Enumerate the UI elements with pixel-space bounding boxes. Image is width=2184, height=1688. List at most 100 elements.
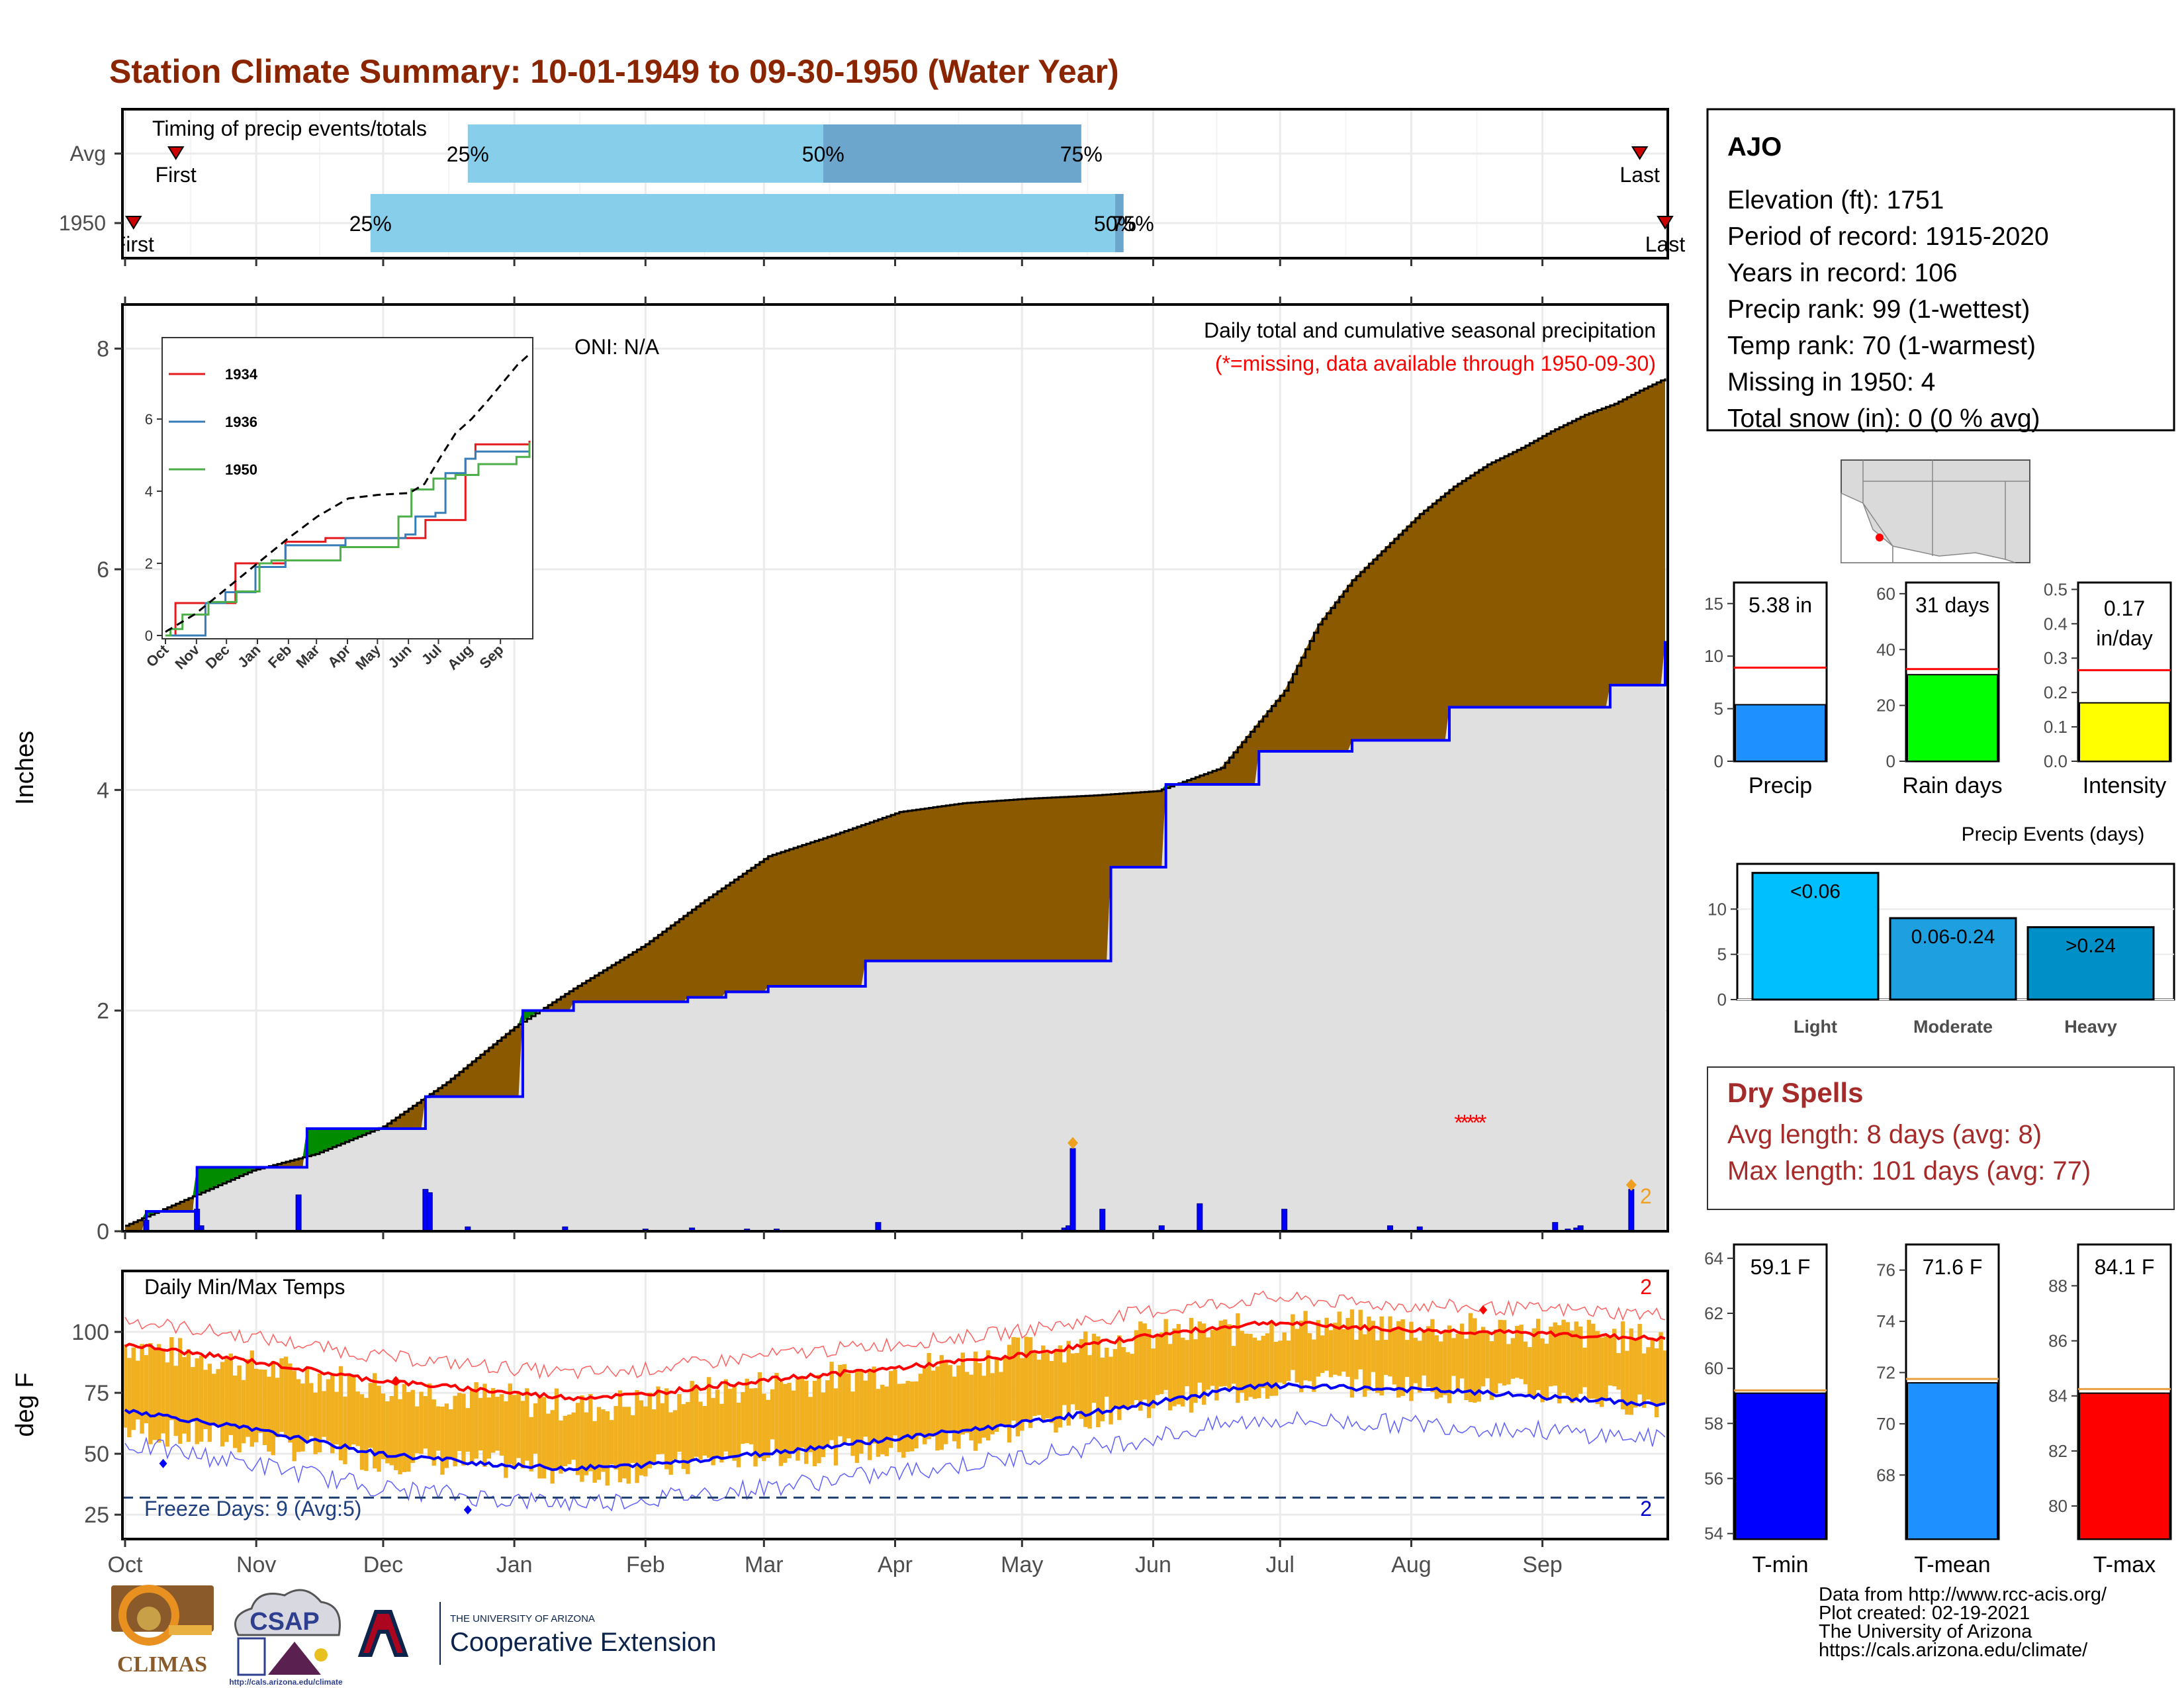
daily-temp-bar	[1172, 1328, 1177, 1407]
daily-temp-bar	[715, 1389, 720, 1458]
daily-temp-bar	[453, 1395, 457, 1467]
precip-y-tick-label: 0	[1714, 751, 1723, 771]
daily-temp-bar	[1100, 1357, 1105, 1422]
daily-temp-bar	[1477, 1332, 1481, 1402]
daily-temp-bar	[1197, 1321, 1202, 1383]
month-label-jan: Jan	[496, 1552, 533, 1577]
temp-y-tick-label: 75	[84, 1381, 109, 1406]
dry-spells-max: Max length: 101 days (avg: 77)	[1727, 1156, 2091, 1186]
daily-precip-bar	[1099, 1209, 1106, 1232]
daily-precip-bar	[1069, 1148, 1076, 1232]
precip-y-tick-label: 6	[97, 557, 109, 583]
daily-temp-bar	[1121, 1347, 1126, 1409]
daily-temp-bar	[1498, 1319, 1502, 1383]
precip-y-tick-label: 0.4	[2044, 614, 2068, 633]
daily-temp-bar	[727, 1389, 733, 1458]
daily-temp-bar	[541, 1397, 547, 1479]
temp-y-tick-label: 86	[2048, 1331, 2068, 1351]
daily-temp-bar	[347, 1374, 352, 1449]
daily-temp-bar	[1464, 1338, 1469, 1400]
daily-temp-bar	[525, 1388, 529, 1461]
daily-precip-bar	[295, 1194, 302, 1232]
daily-temp-bar	[406, 1391, 411, 1472]
daily-temp-bar	[1244, 1333, 1249, 1401]
temp-record-marker	[1479, 1305, 1488, 1315]
daily-temp-bar	[1058, 1345, 1063, 1428]
daily-temp-bar	[1438, 1341, 1443, 1398]
daily-temp-bar	[1422, 1330, 1426, 1376]
daily-temp-bar	[398, 1399, 402, 1475]
daily-temp-bar	[1167, 1344, 1173, 1411]
csap-logo: CSAP http://cals.arizona.edu/climate	[229, 1589, 343, 1687]
precip-label-intensity: Intensity	[2083, 773, 2167, 798]
daily-temp-bar	[402, 1383, 407, 1472]
temp-lo-count: 2	[1640, 1497, 1652, 1521]
station-info-line: Precip rank: 99 (1-wettest)	[1727, 295, 2030, 324]
missing-asterisk: *	[1472, 1110, 1480, 1135]
daily-temp-bar	[271, 1360, 275, 1456]
daily-temp-bar	[1633, 1340, 1638, 1408]
daily-temp-bar	[838, 1364, 842, 1436]
daily-temp-bar	[1146, 1329, 1152, 1419]
daily-temp-bar	[778, 1382, 784, 1466]
month-label-aug: Aug	[1391, 1552, 1432, 1577]
station-frame	[1706, 108, 2175, 432]
daily-temp-bar	[1413, 1337, 1418, 1383]
daily-temp-bar	[1075, 1352, 1079, 1411]
timing-pct-25: 25%	[447, 142, 489, 166]
missing-note: (*=missing, data available through 1950-…	[1215, 352, 1656, 375]
daily-temp-bar	[1236, 1313, 1240, 1403]
daily-temp-bar	[567, 1414, 572, 1464]
daily-temp-bar	[355, 1391, 360, 1446]
station-info-line: Temp rank: 70 (1-warmest)	[1727, 332, 2036, 360]
timing-bar-25-50	[467, 124, 823, 183]
daily-precip-bar	[426, 1192, 433, 1232]
daily-temp-bar	[1160, 1332, 1164, 1395]
daily-temp-bar	[326, 1379, 331, 1441]
footer-credits: Data from http://www.rcc-acis.org/ Plot …	[1819, 1584, 2107, 1661]
station-name: AJO	[1727, 132, 1782, 162]
precip-value-bar	[1907, 674, 1998, 762]
daily-temp-bar	[250, 1350, 254, 1447]
daily-temp-bar	[1392, 1328, 1397, 1385]
daily-temp-bar	[1426, 1326, 1431, 1387]
timing-pct-25: 25%	[349, 212, 392, 236]
daily-temp-bar	[237, 1365, 242, 1452]
daily-temp-bar	[1083, 1331, 1088, 1427]
daily-temp-bar	[1134, 1330, 1139, 1401]
daily-temp-bar	[322, 1391, 326, 1437]
timing-pct-75: 75%	[1060, 142, 1103, 166]
daily-temp-bar	[1662, 1350, 1668, 1404]
station-info-line: Period of record: 1915-2020	[1727, 222, 2049, 251]
daily-temp-bar	[1637, 1323, 1642, 1395]
daily-temp-bar	[1307, 1333, 1312, 1382]
daily-temp-bar	[939, 1355, 944, 1450]
daily-temp-bar	[1113, 1348, 1118, 1408]
daily-temp-bar	[736, 1402, 741, 1468]
daily-temp-bar	[1024, 1336, 1028, 1421]
precip-y-tick-label: 20	[1876, 696, 1895, 716]
daily-temp-bar	[1316, 1320, 1320, 1377]
events-bar-label: >0.24	[2066, 935, 2116, 957]
timing-pct-50: 50%	[802, 142, 844, 166]
daily-temp-bar	[1659, 1332, 1663, 1405]
last-event-marker	[1657, 216, 1674, 230]
daily-temp-bar	[639, 1400, 644, 1476]
daily-temp-bar	[1291, 1314, 1295, 1370]
daily-temp-bar	[1193, 1339, 1198, 1403]
daily-temp-bar	[956, 1365, 961, 1449]
daily-temp-bar	[588, 1393, 593, 1472]
events-bar-moderate	[1889, 917, 2017, 1001]
daily-temp-bar	[1527, 1347, 1532, 1397]
ua-logo-big-text: Cooperative Extension	[450, 1628, 716, 1657]
daily-temp-bar	[698, 1401, 703, 1460]
daily-temp-bar	[1070, 1353, 1075, 1405]
month-label-sep: Sep	[1522, 1552, 1563, 1577]
daily-temp-bar	[686, 1401, 690, 1474]
daily-temp-bar	[596, 1407, 602, 1480]
daily-temp-bar	[1473, 1318, 1477, 1403]
daily-temp-bar	[419, 1391, 424, 1454]
daily-temp-bar	[177, 1338, 183, 1444]
daily-temp-bar	[973, 1351, 978, 1451]
